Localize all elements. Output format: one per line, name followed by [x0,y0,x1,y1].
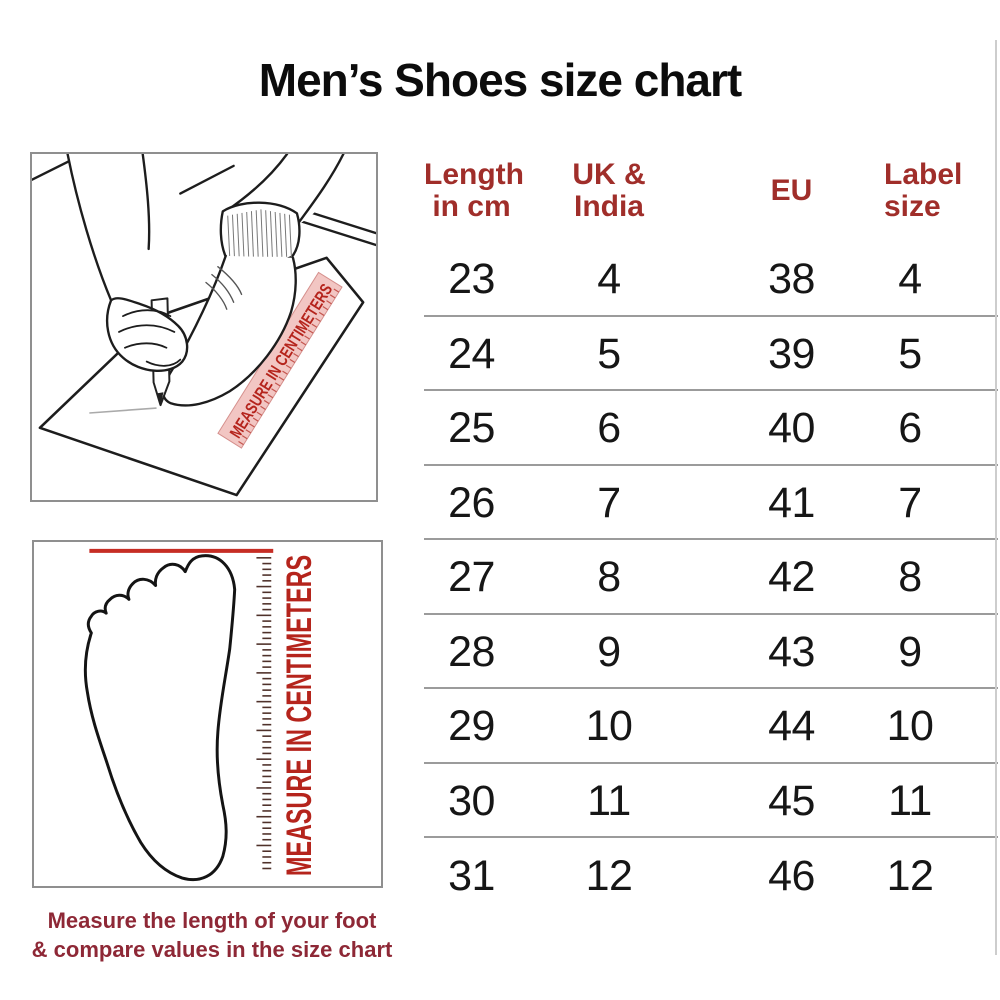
table-cell: 7 [597,478,621,527]
table-cell: 5 [597,329,621,378]
table-cell: 23 [448,255,495,304]
table-cell: 46 [768,852,815,901]
table-cell: 44 [768,702,815,751]
table-cell: 10 [585,702,633,751]
foot-outline-sketch: MEASURE IN CENTIMETERS [83,548,319,882]
table-header-row: Length in cm UK & India EU Label size [424,140,998,242]
table-cell: 38 [768,255,815,304]
sock-ribbing [227,209,292,257]
table-cell: 11 [587,776,631,825]
table-row: 23 4 38 4 [424,242,998,317]
table-cell: 43 [768,627,815,676]
ankle-hatch-lines [205,266,243,310]
table-cell: 5 [898,329,922,378]
table-cell: 24 [448,329,495,378]
header-line: UK & [572,158,646,191]
caption: Measure the length of your foot & compar… [2,906,422,964]
table-cell: 7 [898,478,922,527]
ruler-ticks [238,288,340,446]
caption-line-1: Measure the length of your foot [47,908,377,933]
column-header-uk-india: UK & India [519,159,699,223]
column-header-label-size: Label size [884,159,998,223]
table-cell: 40 [768,404,815,453]
size-table: Length in cm UK & India EU Label size 23 4 38 4 24… [424,140,998,913]
table-cell: 28 [448,627,495,676]
arm-fill [67,154,150,301]
table-cell: 29 [448,702,495,751]
table-row: 25 6 40 6 [424,391,998,466]
table-cell: 12 [886,852,934,901]
foot-side [162,254,297,407]
table-cell: 9 [597,627,621,676]
table-cell: 26 [448,478,495,527]
right-edge-line [995,40,997,955]
table-body: 23 4 38 4 24 5 39 5 25 6 40 6 26 7 41 7 27 8 42 8 28 9 43 9 29 10… [424,242,998,913]
table-cell: 6 [597,404,621,453]
table-row: 26 7 41 7 [424,466,998,540]
table-cell: 8 [597,553,621,602]
column-header-eu: EU [699,175,884,207]
illustration-measuring-foot: MEASURE IN CENTIMETERS [30,152,378,502]
table-cell: 11 [888,776,932,825]
header-line: Length [424,158,524,191]
illustration-foot-outline: MEASURE IN CENTIMETERS [32,540,383,888]
hand [105,297,189,373]
table-cell: 39 [768,329,815,378]
table-row: 24 5 39 5 [424,317,998,391]
header-line: Label [884,158,963,191]
table-cell: 4 [597,255,621,304]
header-line: India [573,190,644,223]
foot-outline [83,554,237,882]
table-cell: 41 [768,478,815,527]
table-row: 30 11 45 11 [424,764,998,838]
measuring-foot-sketch: MEASURE IN CENTIMETERS [32,154,376,497]
table-cell: 42 [768,553,815,602]
page-title: Men’s Shoes size chart [258,54,742,106]
header-line: EU [770,174,813,207]
finger-lines [118,309,182,367]
pencil-trace-line [89,407,157,414]
header-line: size [884,190,941,223]
table-cell: 9 [898,627,922,676]
ruler-ticks [256,557,272,870]
caption-line-2: & compare values in the size chart [31,937,393,962]
table-cell: 6 [898,404,922,453]
table-row: 31 12 46 12 [424,838,998,913]
table-row: 28 9 43 9 [424,615,998,689]
table-cell: 12 [585,852,633,901]
arm-lines [66,154,151,302]
table-cell: 27 [448,553,495,602]
table-cell: 4 [898,255,922,304]
table-row: 27 8 42 8 [424,540,998,615]
table-cell: 8 [898,553,922,602]
table-cell: 45 [768,776,815,825]
table-row: 29 10 44 10 [424,689,998,764]
column-header-length-cm: Length in cm [424,158,524,223]
header-line: in cm [432,190,511,223]
table-cell: 31 [448,852,495,901]
table-cell: 10 [886,702,934,751]
table-cell: 25 [448,404,495,453]
sock-cuff [219,201,301,266]
ruler-label: MEASURE IN CENTIMETERS [279,555,319,876]
table-cell: 30 [448,776,495,825]
